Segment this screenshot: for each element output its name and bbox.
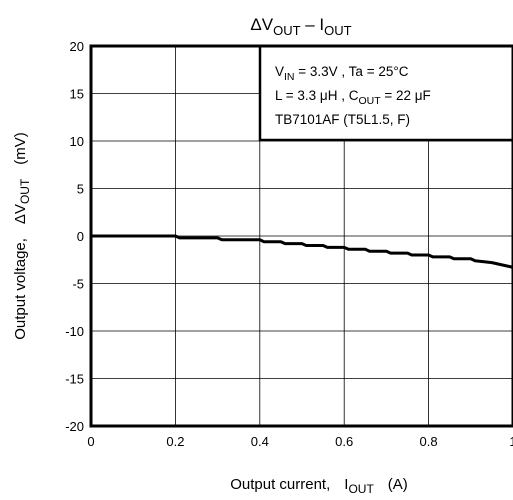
y-axis-label: Output voltage,ΔVOUT(mV) (12, 132, 32, 340)
annotation-line-3: TB7101AF (T5L1.5, F) (275, 112, 410, 127)
y-tick-label: -5 (72, 277, 84, 292)
x-tick-label: 0.6 (335, 434, 353, 449)
y-tick-label: 20 (70, 39, 84, 54)
y-tick-label: 10 (70, 134, 84, 149)
series-line (91, 234, 513, 269)
y-tick-label: -10 (65, 324, 84, 339)
x-axis-label: Output current, IOUT (A) (230, 476, 408, 496)
x-tick-label: 0.4 (251, 434, 269, 449)
title-subscript: OUT (273, 23, 301, 38)
x-tick-label: 0.8 (420, 434, 438, 449)
y-tick-label: -20 (65, 419, 84, 434)
axis-ticks: 0 0.2 0.4 0.6 0.8 1 20 15 10 5 0 -5 -10 -15 -20 (65, 39, 513, 449)
y-tick-label: 0 (77, 229, 84, 244)
y-tick-label: 5 (77, 182, 84, 197)
y-tick-label: -15 (65, 372, 84, 387)
annotation-box (258, 44, 513, 142)
x-tick-label: 0.2 (166, 434, 184, 449)
chart-title: ΔVOUT – IOUT (250, 15, 351, 38)
series (91, 234, 513, 269)
x-tick-label: 1 (509, 434, 513, 449)
plot-frame (89, 44, 513, 428)
x-tick-label: 0 (87, 434, 94, 449)
annotation-line-1: VIN = 3.3V , Ta = 25°C (275, 64, 409, 83)
y-tick-label: 15 (70, 87, 84, 102)
annotation-line-2: L = 3.3 μH , COUT = 22 μF (275, 88, 431, 107)
title-subscript: OUT (324, 23, 352, 38)
